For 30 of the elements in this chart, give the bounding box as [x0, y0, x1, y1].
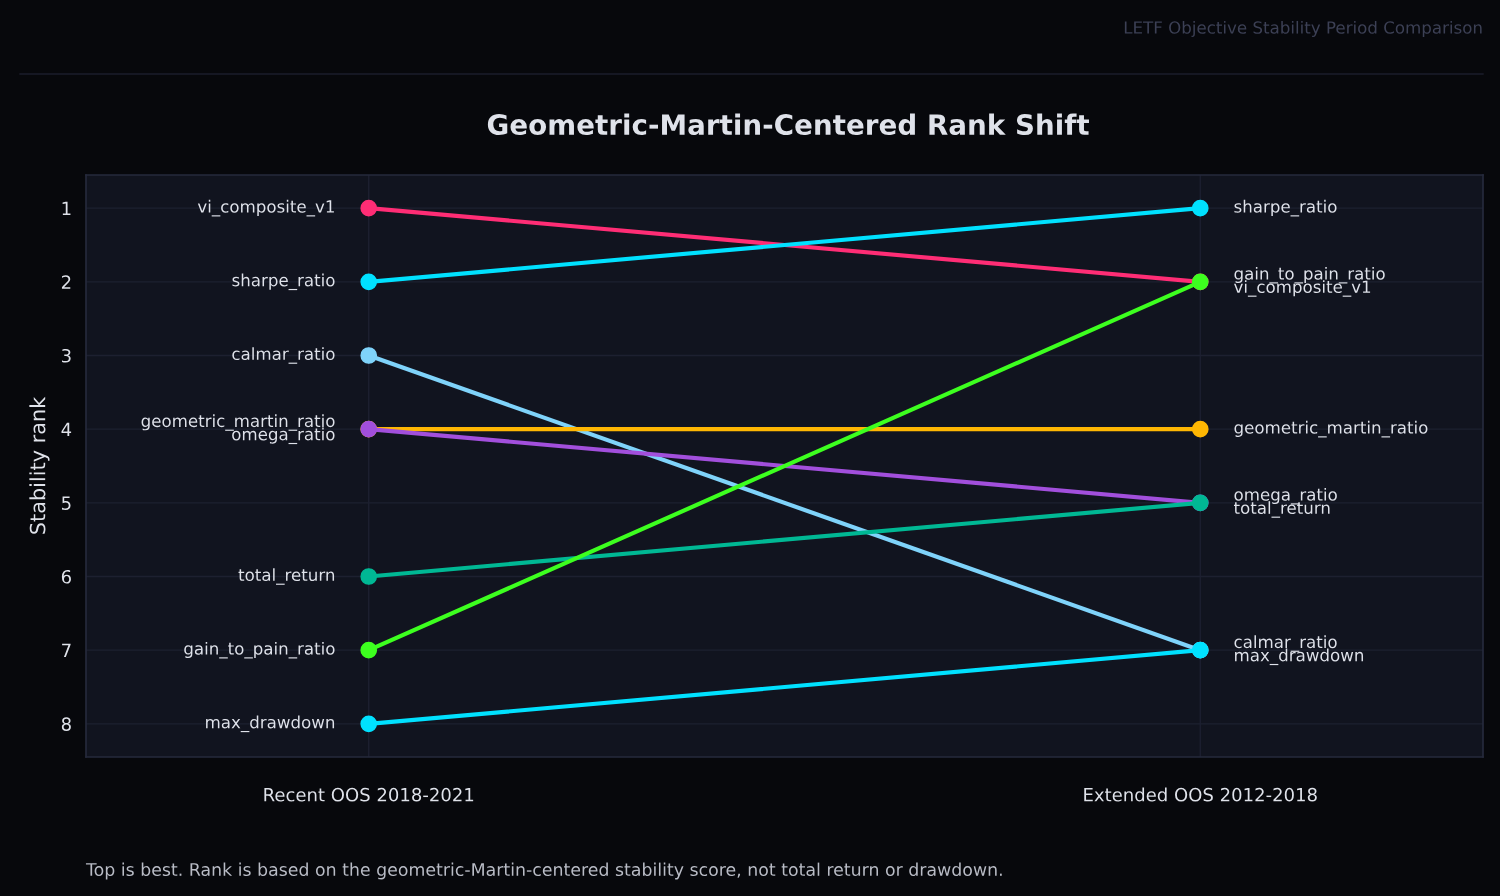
- point: [360, 641, 378, 659]
- point: [1191, 199, 1209, 217]
- y-tick-label: 6: [61, 569, 71, 584]
- point: [360, 347, 378, 364]
- text: sharpe_ratio: [232, 273, 335, 291]
- series-label: gain_to_pain_ratio: [184, 641, 335, 659]
- y-tick-label: 3: [62, 348, 71, 363]
- y-tick-label: 8: [61, 717, 71, 731]
- y-tick-label: 7: [62, 643, 71, 658]
- series-label: sharpe_ratio: [1234, 199, 1337, 217]
- y-tick-label: 4: [61, 422, 72, 437]
- point: [360, 273, 378, 291]
- chart-title: Geometric-Martin-Centered Rank Shift: [487, 113, 1089, 136]
- point: [360, 715, 378, 733]
- y-axis-title: Stability rank: [29, 396, 50, 534]
- point: [360, 199, 378, 217]
- text: LETF Objective Stability Period Comparison: [1124, 20, 1482, 38]
- series-label: geometric_martin_ratio: [1234, 420, 1428, 438]
- x-tick-label: Extended OOS 2012-2018: [1084, 787, 1317, 802]
- y-tick-label: 1: [62, 201, 71, 216]
- text: total_return: [238, 568, 335, 585]
- y-tick-label: 2: [61, 275, 71, 289]
- text: vi_composite_v1: [197, 199, 334, 217]
- x-tick-label: Recent OOS 2018-2021: [264, 787, 474, 802]
- series-label: calmar_ratio: [232, 347, 335, 364]
- point: [360, 568, 378, 585]
- point: [1191, 420, 1209, 438]
- y-tick-label: 5: [62, 496, 71, 510]
- series-label: max_drawdown: [206, 715, 335, 733]
- text: Top is best. Rank is based on the geometric-Martin-centered stability score, not total return or drawdown.: [85, 862, 1002, 880]
